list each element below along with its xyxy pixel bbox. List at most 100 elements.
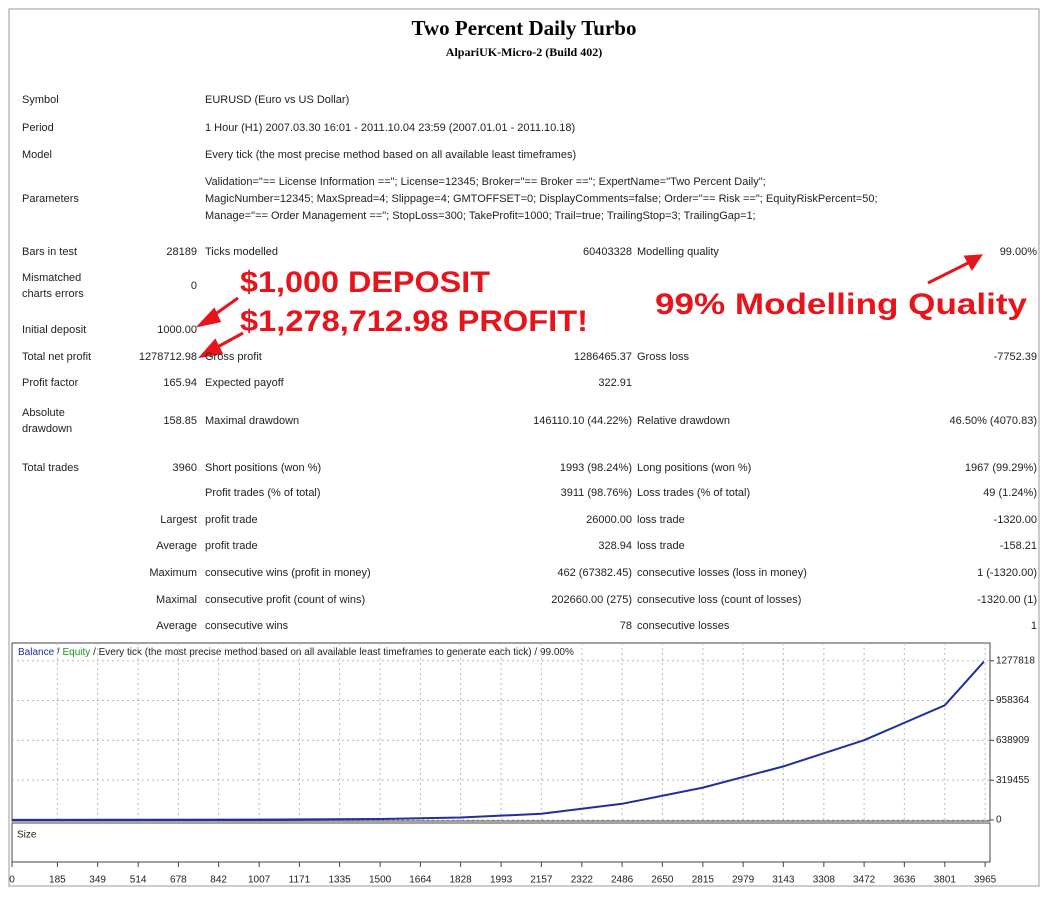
stat-label: Relative drawdown bbox=[637, 415, 730, 427]
stat-label: consecutive loss (count of losses) bbox=[637, 594, 801, 606]
x-tick-label: 1664 bbox=[409, 875, 432, 886]
stat-label: drawdown bbox=[22, 423, 72, 435]
x-tick-label: 2815 bbox=[692, 875, 715, 886]
stat-label: Expected payoff bbox=[205, 377, 285, 389]
stat-label: profit trade bbox=[205, 514, 258, 526]
stat-value: 99.00% bbox=[1000, 246, 1038, 258]
info-value: EURUSD (Euro vs US Dollar) bbox=[205, 94, 349, 106]
size-label: Size bbox=[17, 830, 37, 841]
x-tick-label: 3308 bbox=[813, 875, 836, 886]
stat-value: -7752.39 bbox=[994, 351, 1037, 363]
legend-sep: / bbox=[57, 647, 60, 658]
stat-label: Modelling quality bbox=[637, 246, 719, 258]
legend-equity: Equity bbox=[62, 647, 90, 658]
title: Two Percent Daily Turbo bbox=[412, 16, 637, 40]
info-value: MagicNumber=12345; MaxSpread=4; Slippage… bbox=[205, 193, 878, 205]
stat-label: consecutive wins (profit in money) bbox=[205, 567, 371, 579]
stat-value: 49 (1.24%) bbox=[983, 487, 1037, 499]
x-tick-label: 1171 bbox=[289, 875, 311, 886]
x-tick-label: 678 bbox=[170, 875, 187, 886]
stat-label: Initial deposit bbox=[22, 324, 86, 336]
stat-value: 3960 bbox=[173, 462, 197, 474]
stat-value: 26000.00 bbox=[586, 514, 632, 526]
stat-label: consecutive losses bbox=[637, 620, 730, 632]
stat-value: 165.94 bbox=[163, 377, 197, 389]
annotation: $1,278,712.98 PROFIT! bbox=[240, 305, 588, 338]
x-tick-label: 1500 bbox=[369, 875, 392, 886]
x-tick-label: 3965 bbox=[974, 875, 997, 886]
stat-label: Total net profit bbox=[22, 351, 91, 363]
info-value: Manage="== Order Management =="; StopLos… bbox=[205, 210, 756, 222]
stat-value: -1320.00 (1) bbox=[977, 594, 1037, 606]
x-tick-label: 0 bbox=[9, 875, 15, 886]
stat-label: Long positions (won %) bbox=[637, 462, 751, 474]
info-label: Symbol bbox=[22, 94, 59, 106]
stat-value: Average bbox=[156, 620, 197, 632]
stat-label: Short positions (won %) bbox=[205, 462, 321, 474]
chart-legend: Balance / Equity / Every tick (the most … bbox=[18, 647, 574, 658]
arrow-head bbox=[195, 307, 222, 328]
chart-panel bbox=[11, 642, 991, 822]
x-tick-label: 1335 bbox=[329, 875, 352, 886]
stat-label: Gross profit bbox=[205, 351, 262, 363]
stat-label: consecutive wins bbox=[205, 620, 289, 632]
legend-balance: Balance bbox=[18, 647, 55, 658]
x-tick-label: 3636 bbox=[893, 875, 916, 886]
arrow-head bbox=[198, 338, 224, 359]
x-tick-label: 3143 bbox=[772, 875, 795, 886]
stat-label: charts errors bbox=[22, 288, 84, 300]
x-tick-label: 2979 bbox=[732, 875, 755, 886]
x-tick-label: 3472 bbox=[853, 875, 876, 886]
stat-value: Largest bbox=[160, 514, 197, 526]
stat-value: 1000.00 bbox=[157, 324, 197, 336]
stat-label: Mismatched bbox=[22, 272, 81, 284]
x-tick-label: 1828 bbox=[450, 875, 473, 886]
stat-label: Profit factor bbox=[22, 377, 79, 389]
stat-value: 202660.00 (275) bbox=[551, 594, 632, 606]
size-panel bbox=[11, 822, 991, 863]
stat-label: Maximal drawdown bbox=[205, 415, 299, 427]
stat-label: Ticks modelled bbox=[205, 246, 278, 258]
stat-value: 322.91 bbox=[598, 377, 632, 389]
info-label: Parameters bbox=[22, 193, 79, 205]
stat-value: 3911 (98.76%) bbox=[561, 487, 632, 499]
y-tick-label: 319455 bbox=[996, 775, 1030, 786]
x-tick-label: 2322 bbox=[571, 875, 594, 886]
stat-value: 0 bbox=[191, 280, 197, 292]
axes: 0 319455 638909 958364 1277818 0 185 349 514 678 8… bbox=[9, 643, 1035, 886]
info-label: Model bbox=[22, 149, 52, 161]
stat-label: Loss trades (% of total) bbox=[637, 487, 750, 499]
stat-value: Maximum bbox=[149, 567, 197, 579]
annotation: 99% Modelling Quality bbox=[655, 288, 1027, 321]
balance-line bbox=[11, 661, 985, 821]
info-value: 1 Hour (H1) 2007.03.30 16:01 - 2011.10.0… bbox=[205, 122, 575, 134]
stat-value: -1320.00 bbox=[994, 514, 1037, 526]
stat-label: consecutive losses (loss in money) bbox=[637, 567, 807, 579]
stat-label: consecutive profit (count of wins) bbox=[205, 594, 365, 606]
stat-label: loss trade bbox=[637, 540, 685, 552]
stat-value: Maximal bbox=[156, 594, 197, 606]
stat-label: Total trades bbox=[22, 462, 79, 474]
stat-value: 1278712.98 bbox=[139, 351, 197, 363]
info-label: Period bbox=[22, 122, 54, 134]
stat-label: Absolute bbox=[22, 407, 65, 419]
stat-value: 158.85 bbox=[163, 415, 197, 427]
arrows bbox=[195, 254, 983, 359]
x-tick-label: 185 bbox=[49, 875, 66, 886]
stat-value: 328.94 bbox=[598, 540, 632, 552]
subtitle: AlpariUK-Micro-2 (Build 402) bbox=[446, 45, 602, 59]
stat-value: 28189 bbox=[166, 246, 197, 258]
info-value: Validation="== License Information =="; … bbox=[205, 176, 766, 188]
stat-value: 146110.10 (44.22%) bbox=[533, 415, 632, 427]
x-tick-label: 514 bbox=[130, 875, 147, 886]
stat-value: Average bbox=[156, 540, 197, 552]
stat-value: 60403328 bbox=[583, 246, 632, 258]
stat-value: 1286465.37 bbox=[574, 351, 632, 363]
stat-value: 1993 (98.24%) bbox=[560, 462, 632, 474]
x-tick-label: 1993 bbox=[490, 875, 513, 886]
arrow bbox=[927, 260, 971, 285]
annotation: $1,000 DEPOSIT bbox=[240, 266, 490, 299]
stat-value: 1967 (99.29%) bbox=[965, 462, 1037, 474]
stat-label: Profit trades (% of total) bbox=[205, 487, 321, 499]
